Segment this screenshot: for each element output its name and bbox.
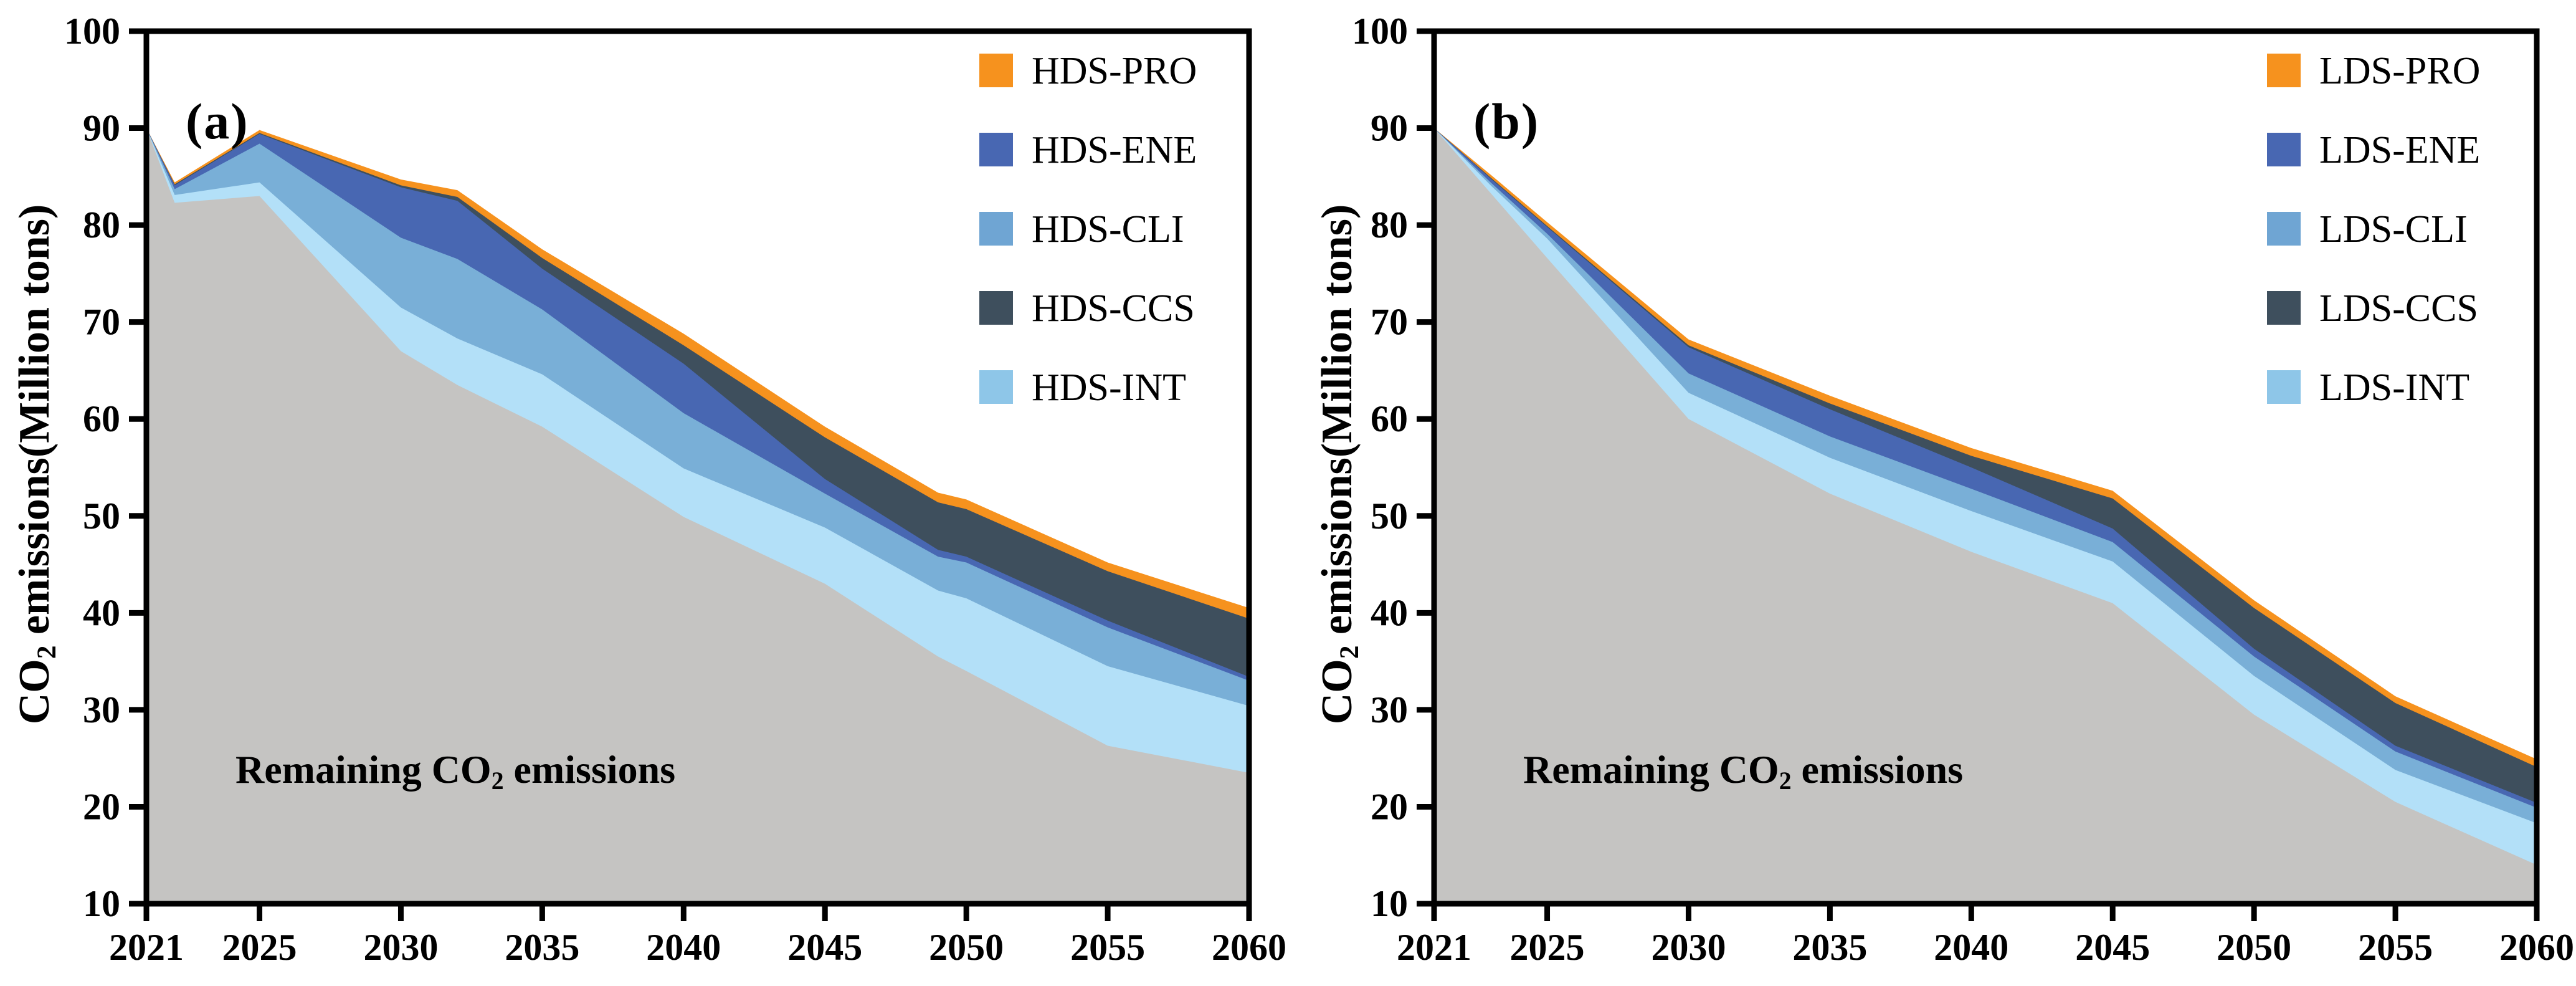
y-tick-label: 40 [83, 592, 120, 633]
panel-a-letter: (a) [186, 93, 249, 150]
y-axis-title-a-pre: CO [11, 659, 59, 725]
y-tick-label: 90 [83, 108, 120, 149]
legend-swatch-HDS-CLI [979, 212, 1013, 246]
x-tick-label: 2025 [1510, 927, 1585, 968]
legend-swatch-LDS-INT [2267, 370, 2301, 404]
x-tick-label: 2030 [363, 927, 438, 968]
x-tick-label: 2055 [1070, 927, 1145, 968]
legend-swatch-LDS-ENE [2267, 133, 2301, 166]
panel-a: 100 90 80 70 60 50 40 30 20 10 2021 2025 2030 2035 204… [10, 11, 1286, 968]
legend-label-LDS-ENE: LDS-ENE [2319, 129, 2480, 171]
y-tick-label: 10 [83, 883, 120, 924]
x-tick-label: 2045 [787, 927, 862, 968]
legend-swatch-HDS-INT [979, 370, 1013, 404]
legend-label-LDS-CCS: LDS-CCS [2319, 287, 2478, 330]
x-tick-label: 2055 [2358, 927, 2433, 968]
y-tick-label: 100 [1352, 11, 1408, 52]
remaining-annotation-a-sub: 2 [491, 767, 504, 795]
legend-label-HDS-PRO: HDS-PRO [1032, 50, 1197, 92]
y-axis-title-a-sub: 2 [31, 645, 62, 659]
chart-b-area-5 [1434, 128, 2537, 904]
chart-a-frame [143, 28, 1252, 907]
legend-label-LDS-CLI: LDS-CLI [2319, 208, 2468, 251]
x-tick-label: 2045 [2075, 927, 2150, 968]
y-tick-label: 50 [83, 495, 120, 537]
y-tick-label: 40 [1371, 592, 1408, 633]
legend-swatch-LDS-CCS [2267, 291, 2301, 325]
x-tick-label: 2040 [1934, 927, 2008, 968]
legend-label-HDS-INT: HDS-INT [1032, 366, 1186, 409]
y-tick-label: 20 [1371, 786, 1408, 827]
y-tick-label: 70 [83, 302, 120, 343]
y-tick-label: 60 [83, 398, 120, 439]
y-axis-title-b-sub: 2 [1334, 645, 1364, 659]
legend-label-HDS-ENE: HDS-ENE [1032, 129, 1197, 171]
remaining-annotation-b-sub: 2 [1779, 767, 1792, 795]
x-tick-label: 2025 [222, 927, 297, 968]
panel-b: 100 90 80 70 60 50 40 30 20 10 2021 2025 2030 2035 204… [1288, 0, 2575, 986]
y-tick-label: 30 [1371, 689, 1408, 730]
y-axis-title-b-post: emissions(Million tons) [1313, 204, 1362, 646]
y-tick-label: 90 [1371, 108, 1408, 149]
remaining-annotation-a-pre: Remaining CO [235, 747, 492, 792]
x-tick-label: 2040 [646, 927, 721, 968]
y-axis-title-b: CO2 emissions(Million tons) [1313, 204, 1365, 725]
x-tick-label: 2021 [109, 927, 184, 968]
y-tick-label: 20 [83, 786, 120, 827]
remaining-annotation-a: Remaining CO2 emissions [235, 747, 675, 795]
legend-swatch-HDS-ENE [979, 133, 1013, 166]
x-tick-label: 2050 [929, 927, 1004, 968]
legend-label-HDS-CCS: HDS-CCS [1032, 287, 1195, 330]
y-tick-label: 10 [1371, 883, 1408, 924]
y-tick-label: 60 [1371, 398, 1408, 439]
remaining-annotation-b: Remaining CO2 emissions [1523, 747, 1963, 795]
y-axis-title-b-pre: CO [1313, 659, 1362, 725]
y-tick-label: 30 [83, 689, 120, 730]
y-tick-label: 100 [64, 11, 120, 52]
legend-label-LDS-PRO: LDS-PRO [2319, 50, 2480, 92]
x-tick-label: 2035 [505, 927, 579, 968]
y-tick-label: 80 [83, 204, 120, 246]
x-tick-label: 2060 [2499, 927, 2574, 968]
legend-swatch-HDS-CCS [979, 291, 1013, 325]
chart-a-area-5 [146, 128, 1249, 904]
remaining-annotation-b-pre: Remaining CO [1523, 747, 1779, 792]
x-tick-label: 2050 [2217, 927, 2291, 968]
x-tick-label: 2030 [1651, 927, 1726, 968]
y-tick-label: 70 [1371, 302, 1408, 343]
remaining-annotation-b-post: emissions [1791, 747, 1964, 792]
legend-swatch-LDS-CLI [2267, 212, 2301, 246]
panel-b-letter: (b) [1473, 93, 1540, 150]
legend-label-LDS-INT: LDS-INT [2319, 366, 2469, 409]
legend-label-HDS-CLI: HDS-CLI [1032, 208, 1184, 251]
y-tick-label: 50 [1371, 495, 1408, 537]
y-axis-title-a-post: emissions(Million tons) [11, 204, 59, 646]
legend-swatch-LDS-PRO [2267, 54, 2301, 87]
y-tick-label: 80 [1371, 204, 1408, 246]
x-tick-label: 2060 [1212, 927, 1286, 968]
legend-swatch-HDS-PRO [979, 54, 1013, 87]
y-axis-title-a: CO2 emissions(Million tons) [10, 204, 62, 725]
x-tick-label: 2021 [1397, 927, 1471, 968]
chart-b-frame [1431, 28, 2540, 907]
x-tick-label: 2035 [1792, 927, 1867, 968]
remaining-annotation-a-post: emissions [503, 747, 676, 792]
